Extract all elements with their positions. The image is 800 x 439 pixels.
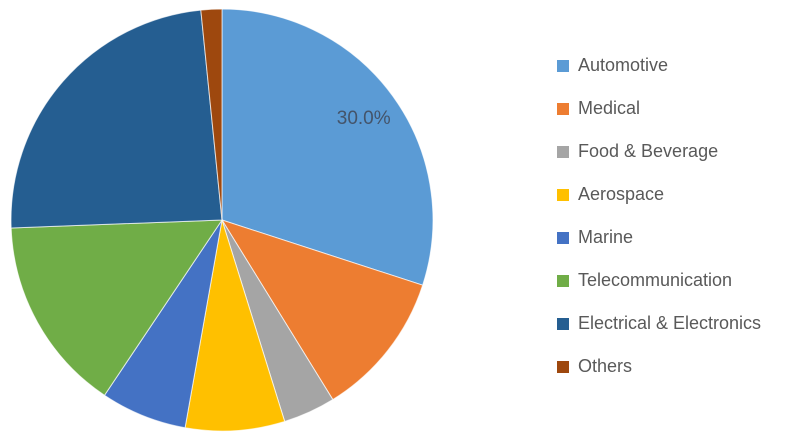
legend-item-aerospace: Aerospace (557, 185, 761, 204)
legend-swatch (557, 102, 569, 115)
legend-item-label: Marine (578, 227, 634, 247)
legend-item-medical: Medical (557, 99, 761, 118)
legend-item-telecommunication: Telecommunication (557, 271, 761, 290)
legend-swatch (557, 145, 569, 158)
pie-slice-automotive (221, 8, 434, 286)
legend-item-label: Others (578, 356, 633, 376)
pie-slice-medical (220, 219, 424, 401)
legend-item-label: Automotive (578, 55, 669, 75)
legend-swatch (557, 188, 569, 201)
pie-slice-aerospace (184, 219, 286, 432)
pie-slice-electrical-electronics (10, 9, 223, 229)
legend-swatch (557, 231, 569, 244)
legend-swatch (557, 317, 569, 330)
legend-item-food-beverage: Food & Beverage (557, 142, 761, 161)
pie-slice-telecommunication (10, 219, 223, 396)
legend-item-others: Others (557, 357, 761, 376)
legend-swatch (557, 274, 569, 287)
legend-item-automotive: Automotive (557, 56, 761, 75)
pie-data-label: 30.0% (337, 108, 391, 129)
legend-item-label: Telecommunication (578, 270, 733, 290)
chart-legend: Automotive Medical Food & Beverage Aeros… (557, 56, 761, 376)
legend-item-label: Medical (578, 98, 641, 118)
pie-slice-others (200, 8, 223, 221)
legend-swatch (557, 360, 569, 373)
legend-item-label: Aerospace (578, 184, 665, 204)
legend-item-label: Food & Beverage (578, 141, 719, 161)
pie-chart-svg: 30.0% (10, 8, 434, 432)
legend-item-label: Electrical & Electronics (578, 313, 762, 333)
legend-swatch (557, 59, 569, 72)
legend-item-electrical-electronics: Electrical & Electronics (557, 314, 761, 333)
legend-item-marine: Marine (557, 228, 761, 247)
